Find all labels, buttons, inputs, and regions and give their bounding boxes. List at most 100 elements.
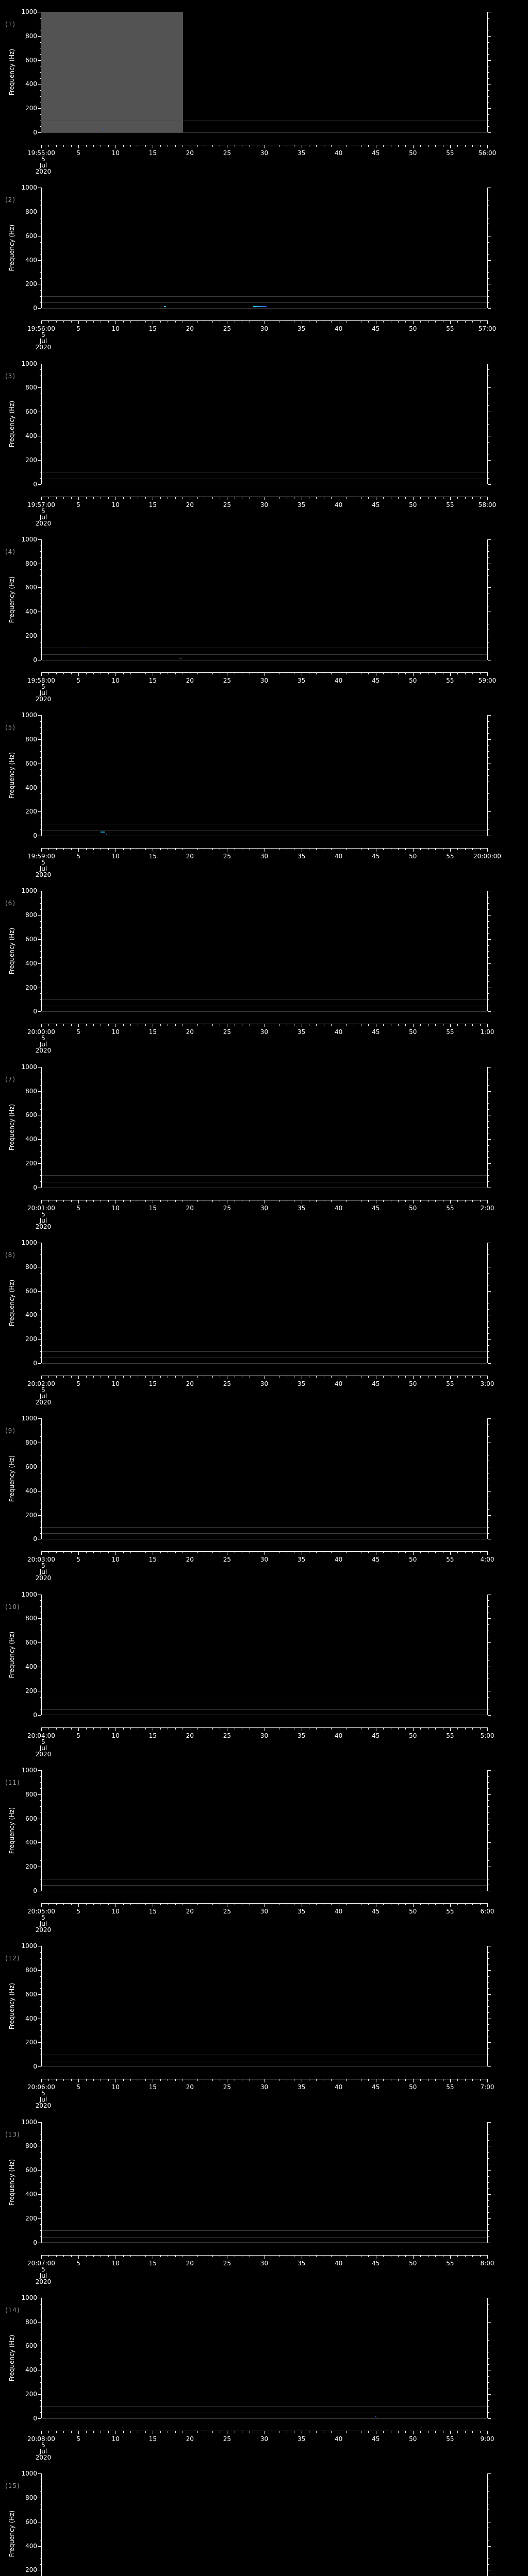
x-axis-tick [487,145,488,148]
x-axis-tick [383,1552,384,1554]
x-axis-tick [123,321,124,323]
x-axis-tick [412,849,414,852]
x-axis-tick [405,672,406,674]
x-axis-tick [56,2255,57,2257]
x-axis-tick [197,1376,198,1378]
y-axis-tick [40,1988,41,1989]
x-axis-tick [331,145,332,147]
y-axis-right-spine [487,2297,488,2418]
y-axis-tick-label: 1000 [21,2470,37,2478]
x-axis-tick [123,2431,124,2433]
y-axis-tick [40,253,41,255]
x-axis-tick [56,672,57,674]
x-axis-tick [412,672,414,676]
x-axis-tick-label: 40 [335,501,343,509]
gridline [42,1533,487,1534]
x-axis-tick [63,672,64,674]
y-axis-tick [488,939,491,940]
x-axis-tick [71,849,72,851]
x-axis-tick-label: 35 [297,325,306,333]
y-axis-tick [40,575,41,577]
x-axis-date-line: 5 [41,1913,45,1921]
x-axis-line [41,1903,488,1904]
y-axis-tick [40,993,41,994]
y-axis-tick [40,2236,41,2237]
y-axis-tick-label: 0 [33,2414,37,2422]
y-axis-tick [488,957,489,958]
x-axis-tick-label: 30 [260,149,269,157]
y-axis-tick [40,1181,41,1182]
y-axis-tick [488,36,491,37]
x-axis-tick [435,1903,436,1905]
x-axis-start-time-label: 19:55:00 [27,149,55,157]
y-axis-tick [40,1273,41,1274]
x-axis-tick [48,2255,50,2257]
y-axis-tick-label: 0 [33,656,37,664]
x-axis-tick [175,1903,176,1905]
y-axis-tick [488,1988,489,1989]
x-axis-tick [160,672,161,674]
x-axis-tick [316,2079,317,2081]
y-axis-tick [488,2206,489,2207]
x-axis-start-time-label: 19:56:00 [27,325,55,333]
x-axis-tick [63,1024,64,1026]
x-axis-tick [405,1024,406,1026]
y-axis-tick [488,1600,489,1601]
x-axis-tick [145,2431,146,2433]
signal-mark [106,834,108,835]
x-axis-tick [316,145,317,147]
x-axis-tick [108,2079,109,2081]
y-axis-tick-label: 400 [25,2366,37,2374]
x-axis-tick [108,849,109,851]
y-axis-tick [40,2564,41,2565]
x-axis-tick [487,1903,488,1907]
x-axis-tick [41,1024,42,1028]
x-axis-tick-label: 20 [186,1204,194,1212]
x-axis-tick [316,1552,317,1554]
x-axis-tick-label: 5 [76,1204,80,1212]
y-axis-tick-label: 1000 [21,711,37,719]
y-axis-tick-label: 800 [25,1967,37,1974]
x-axis-tick [472,2255,473,2257]
x-axis-tick [331,1376,332,1378]
x-axis-start-time-label: 20:06:00 [27,2083,55,2091]
x-axis-tick [212,672,213,674]
spectrogram-panel: (10) Frequency (Hz) 0 200 400 600 800 1000 5 10 15… [0,1582,528,1758]
y-axis-tick [40,1697,41,1698]
y-axis-tick-label: 200 [25,1335,37,1343]
y-axis-tick [488,1533,489,1534]
y-axis-tick [40,18,41,19]
y-axis-tick [488,2412,489,2413]
x-axis-tick [331,1727,332,1730]
signal-mark [82,647,85,649]
x-axis-tick [480,1552,481,1554]
x-axis-tick [145,672,146,674]
y-axis-tick [38,1139,41,1140]
gridline [42,1351,487,1352]
x-axis-tick [71,1552,72,1554]
x-axis-tick [108,2431,109,2433]
y-axis-tick-label: 200 [25,1159,37,1167]
x-axis-tick-label: 5 [76,2083,80,2091]
gridline [42,830,487,831]
x-axis-tick [48,1552,50,1554]
y-axis-tick-label: 1000 [21,887,37,895]
x-axis-tick [197,1200,198,1202]
x-axis-tick-label: 30 [260,1907,269,1915]
x-axis-tick [212,1727,213,1730]
x-axis-tick-label: 55 [446,1204,454,1212]
y-axis-right-spine [487,715,488,836]
x-axis-tick [398,849,399,851]
x-axis-tick [316,1727,317,1730]
x-axis-tick-label: 30 [260,1556,269,1564]
x-axis-tick [41,497,42,500]
y-axis-tick-label: 800 [25,911,37,919]
gridline [42,302,487,303]
y-axis-tick [40,1958,41,1959]
x-axis-tick [480,321,481,323]
x-axis-tick [145,849,146,851]
y-axis-tick [488,1121,489,1122]
y-axis-tick [488,1812,489,1813]
x-axis-tick [435,321,436,323]
y-axis-tick [38,1163,41,1164]
